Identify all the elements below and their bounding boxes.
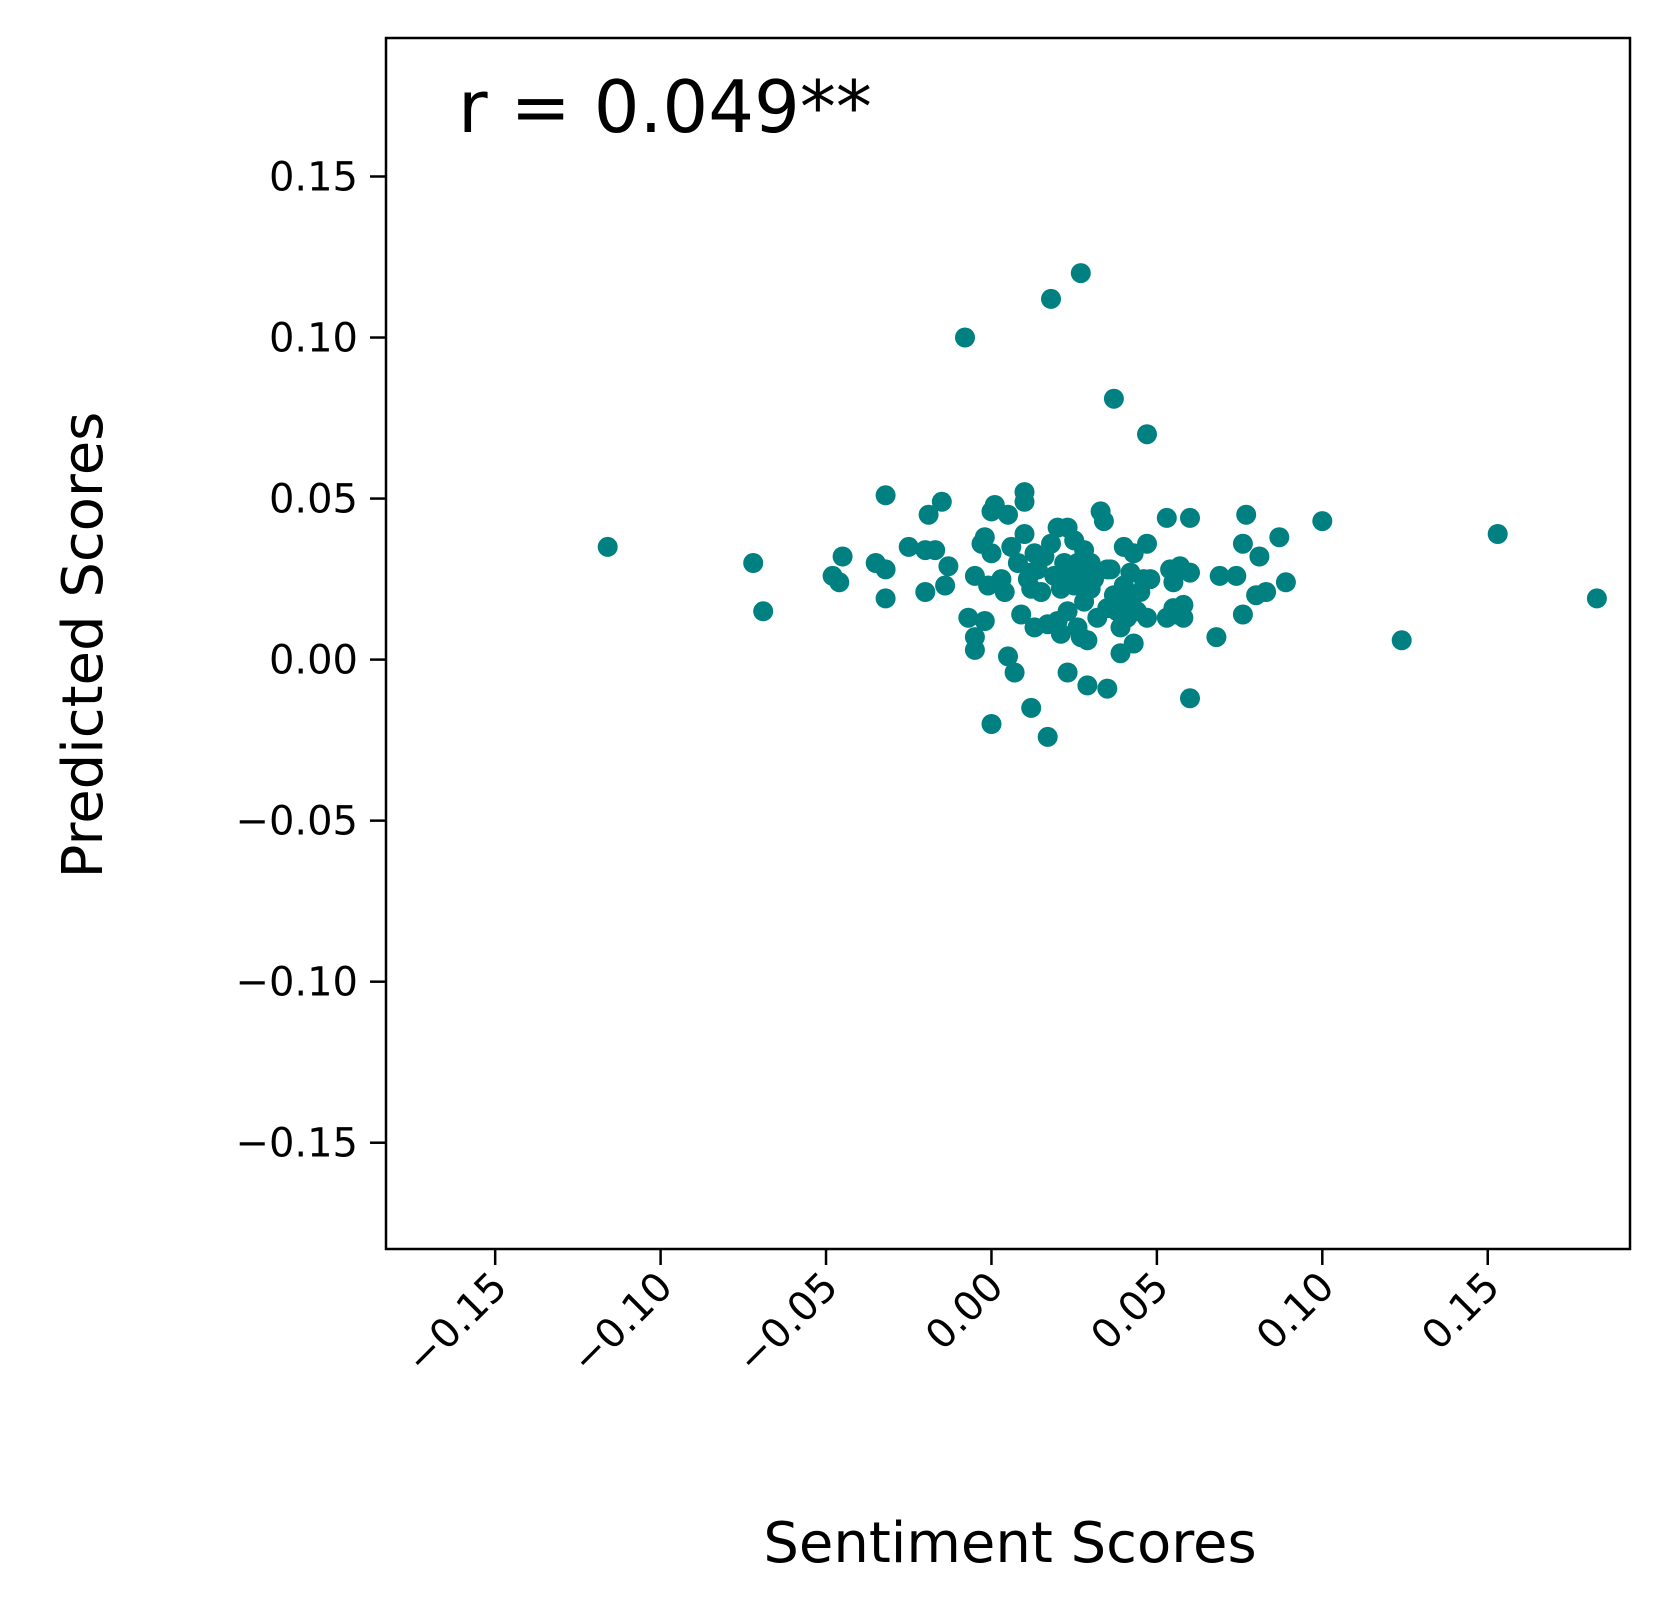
y-tick-label: −0.15 [235,1121,358,1167]
data-point-103 [1137,607,1157,628]
data-point-4 [829,572,850,593]
data-point-120 [1232,533,1253,554]
data-point-115 [1180,562,1200,583]
data-point-104 [1140,569,1161,590]
data-point-35 [1001,536,1022,557]
data-point-2 [753,601,774,622]
data-point-69 [1070,263,1091,284]
plot-frame [384,36,1632,1251]
data-point-15 [931,491,952,512]
data-point-74 [1077,630,1098,651]
data-point-40 [1014,524,1035,544]
data-point-86 [1103,388,1124,409]
data-point-121 [1232,604,1253,625]
data-point-19 [958,607,979,628]
y-tick-label: 0.10 [269,316,358,362]
data-point-130 [1487,524,1508,544]
data-point-16 [935,575,956,596]
data-point-32 [994,582,1015,602]
data-point-12 [915,582,936,602]
data-point-101 [1137,424,1157,445]
data-point-0 [597,536,618,557]
data-point-45 [1021,697,1042,718]
data-point-14 [925,540,946,561]
data-point-54 [1041,533,1061,554]
data-point-21 [964,627,985,648]
data-point-8 [875,588,896,609]
data-point-119 [1226,565,1247,586]
data-point-33 [998,646,1018,667]
data-point-34 [998,504,1018,525]
data-point-24 [974,527,995,548]
data-point-105 [1156,507,1177,528]
data-point-131 [1586,588,1607,609]
data-point-9 [875,485,896,506]
data-point-63 [1057,601,1078,622]
data-point-29 [981,714,1002,734]
data-point-85 [1100,559,1121,580]
data-point-109 [1163,572,1184,593]
data-point-116 [1180,688,1200,709]
y-tick-label: 0.00 [269,638,358,684]
data-point-53 [1041,288,1061,309]
y-tick-label: 0.05 [269,477,358,523]
data-point-75 [1077,675,1098,696]
data-point-129 [1391,630,1412,651]
y-tick-label: −0.05 [235,799,358,845]
x-axis-label: Sentiment Scores [763,1511,1256,1576]
data-point-52 [1037,726,1058,747]
data-point-117 [1206,627,1227,648]
data-point-81 [1093,511,1114,532]
data-point-13 [918,504,939,525]
y-axis-label: Predicted Scores [51,412,116,879]
data-point-36 [1004,662,1025,683]
data-point-59 [1050,623,1071,644]
data-point-118 [1209,565,1230,586]
data-point-62 [1057,662,1078,683]
y-tick-label: 0.15 [269,154,358,200]
data-point-17 [938,556,959,577]
data-point-127 [1275,572,1296,593]
data-point-76 [1080,553,1101,573]
data-point-7 [875,559,896,580]
data-point-28 [981,543,1002,564]
data-point-5 [832,546,853,567]
data-point-10 [898,536,919,557]
data-point-25 [974,611,995,631]
data-point-41 [1014,491,1035,512]
data-point-18 [955,327,975,348]
data-point-1 [743,553,764,573]
correlation-annotation: r = 0.049** [458,65,872,149]
data-point-38 [1011,604,1032,625]
data-point-126 [1269,527,1290,548]
data-point-113 [1173,607,1194,628]
data-points [597,263,1607,747]
y-tick-label: −0.10 [235,960,358,1006]
data-point-114 [1180,507,1200,528]
data-point-49 [1031,582,1052,602]
data-point-125 [1256,582,1277,602]
data-point-124 [1249,546,1270,567]
data-point-122 [1236,504,1257,525]
data-point-96 [1123,633,1144,654]
data-point-84 [1097,678,1118,699]
data-point-102 [1137,533,1157,554]
data-point-128 [1312,511,1333,532]
y-axis-ticks: −0.15 −0.10 −0.05 0.00 0.05 0.10 0.15 [235,154,386,1167]
